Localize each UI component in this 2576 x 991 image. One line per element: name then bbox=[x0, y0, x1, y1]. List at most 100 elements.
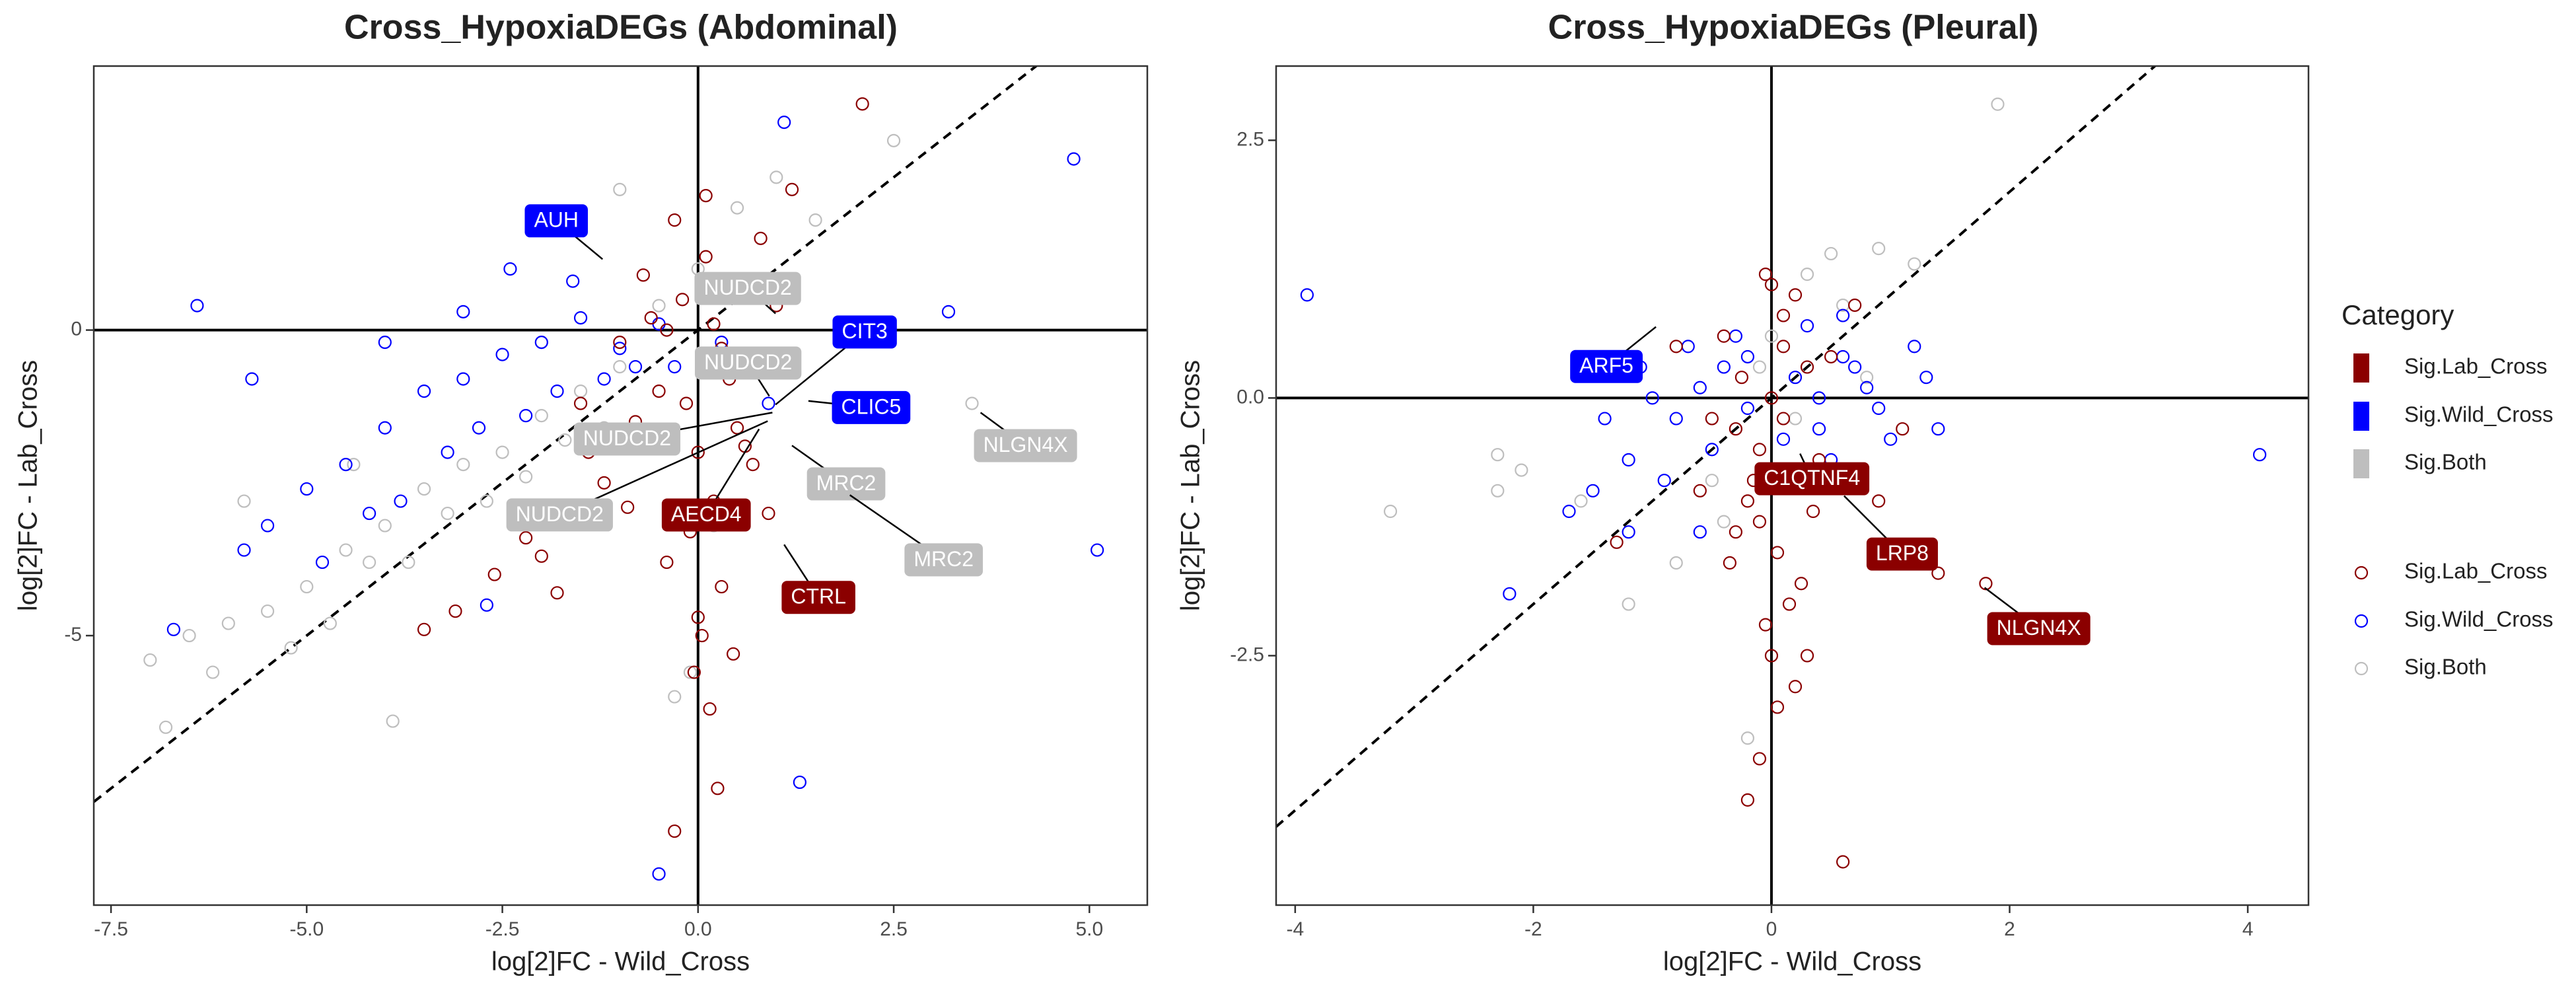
point bbox=[394, 494, 408, 508]
y-tick-label: 0.0 bbox=[1236, 386, 1264, 408]
point bbox=[1515, 463, 1528, 477]
point bbox=[402, 555, 415, 569]
point bbox=[1800, 319, 1814, 333]
point bbox=[1723, 556, 1736, 570]
point bbox=[1622, 453, 1635, 467]
point bbox=[417, 482, 431, 496]
label-text: LRP8 bbox=[1876, 541, 1929, 565]
point bbox=[1574, 494, 1588, 508]
point bbox=[621, 500, 635, 514]
legend-key bbox=[2354, 661, 2369, 676]
point bbox=[1067, 152, 1081, 166]
point bbox=[711, 782, 725, 795]
legend-key bbox=[2354, 566, 2369, 580]
point bbox=[1788, 680, 1803, 694]
point bbox=[1300, 288, 1314, 302]
point bbox=[1752, 360, 1767, 374]
point bbox=[1705, 412, 1719, 425]
point bbox=[1758, 268, 1773, 281]
point bbox=[1681, 340, 1695, 353]
y-tick-label: 0 bbox=[71, 318, 82, 340]
point bbox=[1919, 371, 1933, 385]
point bbox=[339, 457, 353, 472]
point bbox=[808, 213, 822, 227]
point bbox=[691, 445, 705, 459]
label-text: NUDCD2 bbox=[703, 275, 791, 299]
point bbox=[1735, 371, 1748, 385]
point bbox=[1740, 793, 1754, 807]
label-text: ARF5 bbox=[1579, 353, 1633, 377]
point bbox=[1758, 618, 1773, 632]
point bbox=[695, 628, 709, 643]
point bbox=[699, 188, 713, 203]
point bbox=[456, 372, 470, 386]
point bbox=[1729, 525, 1742, 539]
y-tick-label: 2.5 bbox=[1236, 128, 1264, 150]
point bbox=[613, 335, 627, 349]
diagonal bbox=[1276, 66, 2157, 828]
point bbox=[746, 457, 760, 472]
point bbox=[190, 299, 204, 312]
point bbox=[300, 579, 314, 594]
point bbox=[1503, 587, 1517, 601]
point bbox=[1645, 391, 1659, 405]
point bbox=[260, 519, 275, 532]
point bbox=[1812, 422, 1826, 436]
x-axis-label: log[2]FC - Wild_Cross bbox=[491, 947, 750, 976]
point bbox=[1740, 494, 1754, 508]
point bbox=[597, 372, 611, 386]
legend-key bbox=[2353, 353, 2369, 383]
point bbox=[754, 231, 768, 245]
point bbox=[1860, 381, 1874, 394]
point bbox=[534, 335, 548, 349]
point bbox=[206, 665, 220, 679]
point bbox=[550, 384, 564, 398]
point bbox=[687, 665, 701, 679]
diagonal bbox=[94, 66, 1038, 803]
point bbox=[495, 445, 509, 459]
point bbox=[1824, 349, 1838, 364]
point bbox=[1770, 700, 1785, 714]
point bbox=[1491, 448, 1505, 462]
label-box bbox=[661, 498, 751, 532]
point bbox=[363, 506, 376, 521]
point bbox=[503, 262, 517, 276]
point bbox=[1669, 412, 1683, 425]
point bbox=[1740, 731, 1754, 745]
point bbox=[1729, 329, 1742, 343]
point bbox=[1860, 371, 1874, 385]
label-box bbox=[806, 467, 886, 501]
legend-label: Sig.Lab_Cross bbox=[2404, 559, 2547, 583]
point bbox=[613, 182, 627, 196]
legend-label: Sig.Both bbox=[2404, 655, 2487, 679]
label-text: NUDCD2 bbox=[516, 502, 604, 526]
point bbox=[1491, 484, 1505, 497]
point bbox=[1717, 360, 1731, 374]
x-tick-label: 0 bbox=[1766, 918, 1777, 940]
label-text: NUDCD2 bbox=[583, 426, 671, 450]
point bbox=[1669, 340, 1683, 353]
point bbox=[1383, 504, 1398, 519]
point bbox=[1782, 597, 1797, 611]
point bbox=[762, 506, 775, 521]
point bbox=[1729, 422, 1742, 436]
y-axis-label: log[2]FC - Lab_Cross bbox=[1176, 360, 1205, 611]
point bbox=[441, 445, 454, 459]
point bbox=[1931, 566, 1945, 580]
point bbox=[417, 622, 431, 636]
point bbox=[715, 579, 729, 594]
point bbox=[1586, 484, 1600, 497]
point bbox=[613, 342, 627, 355]
point bbox=[660, 323, 674, 337]
point bbox=[534, 408, 548, 423]
plot-area bbox=[1276, 66, 2308, 905]
label-text: NLGN4X bbox=[984, 433, 1068, 457]
point bbox=[855, 97, 869, 111]
point bbox=[323, 616, 337, 630]
point bbox=[668, 824, 682, 838]
point bbox=[441, 506, 454, 521]
chart-title: Cross_HypoxiaDEGs (Pleural) bbox=[1548, 9, 2039, 47]
label-text: MRC2 bbox=[816, 471, 877, 495]
y-tick-label: -5 bbox=[64, 624, 82, 645]
label-box bbox=[781, 581, 855, 614]
